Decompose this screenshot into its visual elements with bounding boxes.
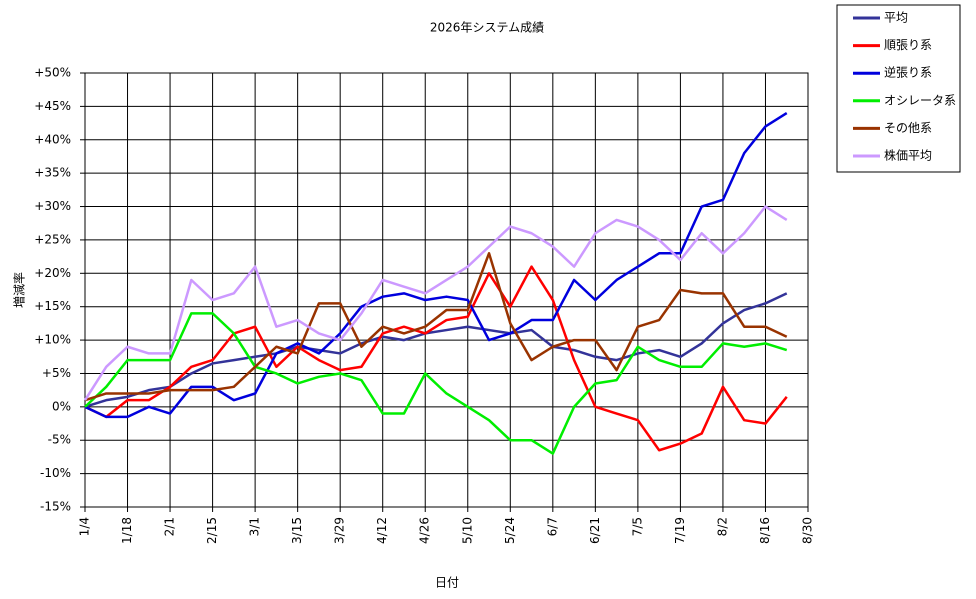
y-tick-label: +10% [34,333,71,347]
legend-label: 株価平均 [884,148,932,163]
y-tick-label: -5% [48,433,71,447]
y-tick-label: +25% [34,232,71,246]
x-tick-label: 1/18 [120,517,134,544]
x-tick-label: 4/26 [418,517,432,544]
y-axis-label: 増減率 [12,272,27,308]
x-tick-label: 8/30 [801,517,815,544]
x-tick-label: 7/5 [630,517,644,536]
plot-area [84,72,809,508]
x-axis-label: 日付 [435,576,459,590]
x-tick-label: 6/21 [588,517,602,544]
series-line [84,312,788,455]
y-tick-label: +5% [42,366,71,380]
x-tick-label: 6/7 [545,517,559,536]
x-tick-label: 5/24 [503,517,517,544]
chart-title: 2026年システム成績 [430,21,544,35]
x-tick-label: 2/15 [205,517,219,544]
series-line [84,265,788,452]
y-tick-label: +20% [34,266,71,280]
series-line [83,205,788,401]
x-tick-label: 8/16 [758,517,772,544]
x-tick-label: 2/1 [163,517,177,536]
y-tick-label: +50% [34,66,71,80]
y-tick-label: -15% [40,500,71,514]
x-tick-label: 3/29 [333,517,347,544]
y-tick-label: +40% [34,132,71,146]
x-tick-label: 4/12 [375,517,389,544]
x-tick-label: 5/10 [460,517,474,544]
legend-label: 順張り系 [884,38,932,52]
y-tick-label: +15% [34,299,71,313]
legend-label: オシレータ系 [884,93,956,107]
y-tick-label: +45% [34,99,71,113]
legend-label: その他系 [884,121,932,135]
y-tick-label: +30% [34,199,71,213]
series-line [84,252,788,402]
x-tick-label: 3/15 [290,517,304,544]
x-tick-label: 7/19 [673,517,687,544]
series-line [84,292,788,409]
legend-box [836,4,961,173]
y-tick-label: +35% [34,166,71,180]
x-tick-label: 3/1 [248,517,262,536]
legend-label: 逆張り系 [884,65,932,80]
series-line [84,112,788,419]
x-tick-label: 1/4 [78,517,92,536]
legend-label: 平均 [884,11,908,25]
y-tick-label: 0% [52,399,71,413]
y-tick-label: -10% [40,466,71,480]
x-tick-label: 8/2 [715,517,729,536]
